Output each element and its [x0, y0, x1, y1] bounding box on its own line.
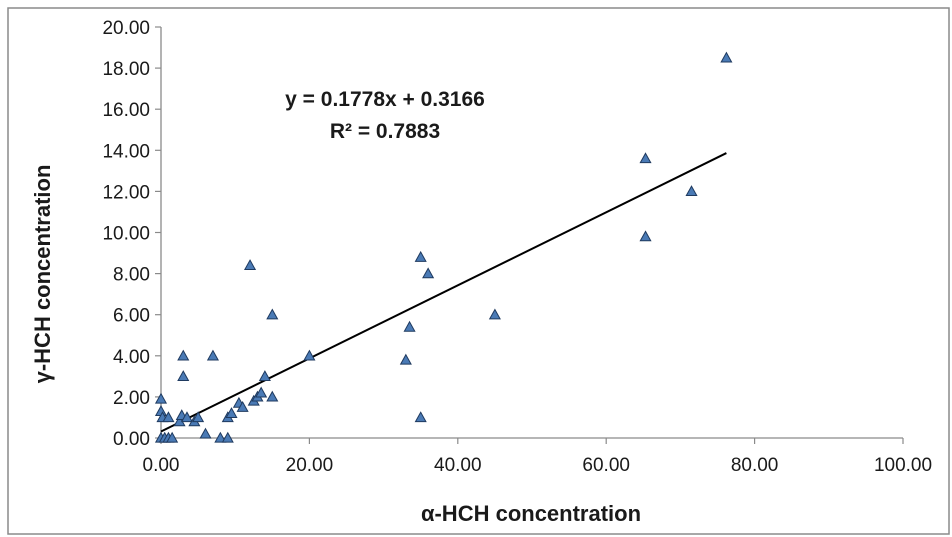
data-point [639, 152, 652, 164]
data-point [192, 411, 205, 423]
data-point [720, 51, 733, 63]
data-point [243, 259, 257, 271]
x-tick-label: 20.00 [286, 455, 334, 476]
data-point [399, 353, 412, 365]
data-point [225, 407, 238, 418]
data-point [488, 308, 501, 320]
y-tick-label: 14.00 [102, 141, 150, 162]
y-tick-label: 4.00 [113, 347, 150, 368]
data-point [303, 349, 316, 361]
axes: 0.00 2.00 4.00 6.00 8.00 10.00 12.00 14.00 16.00… [102, 18, 932, 476]
trendline [160, 152, 727, 433]
trendline-group [160, 152, 727, 433]
data-points [154, 51, 733, 443]
data-point [266, 308, 279, 320]
y-tick-label: 8.00 [113, 265, 150, 286]
y-axis-title: γ-HCH concentration [30, 165, 55, 384]
data-point [414, 250, 427, 262]
y-tick-label: 12.00 [102, 182, 150, 203]
trendline-equation: y = 0.1778x + 0.3166 [285, 88, 485, 111]
y-tick-label: 18.00 [102, 59, 150, 80]
chart-border [7, 7, 950, 535]
data-point [258, 370, 271, 382]
data-point [162, 411, 175, 423]
x-tick-label: 60.00 [582, 455, 630, 476]
data-point [414, 411, 427, 423]
y-tick-label: 20.00 [102, 18, 150, 39]
y-tick-label: 10.00 [102, 224, 150, 245]
data-point [266, 390, 279, 402]
data-point [199, 427, 212, 439]
data-point [166, 431, 179, 443]
data-point [180, 411, 194, 423]
data-point [214, 431, 227, 443]
data-point [403, 320, 416, 332]
y-tick-label: 2.00 [113, 388, 150, 409]
x-tick-label: 80.00 [731, 455, 779, 476]
y-tick-label: 6.00 [113, 306, 150, 327]
data-point [154, 392, 168, 404]
x-tick-label: 0.00 [143, 455, 180, 476]
data-point [255, 386, 268, 398]
data-point [177, 370, 190, 382]
data-point [177, 349, 190, 361]
r-squared-label: R² = 0.7883 [330, 120, 440, 143]
x-tick-label: 40.00 [434, 455, 482, 476]
data-point [206, 349, 219, 361]
data-point [685, 185, 698, 197]
y-tick-label: 0.00 [113, 429, 150, 450]
data-point [422, 267, 435, 279]
data-point [236, 400, 249, 412]
data-point [221, 431, 234, 443]
x-axis-title: α-HCH concentration [421, 501, 641, 526]
x-tick-label: 100.00 [874, 455, 932, 476]
data-point [639, 230, 652, 242]
y-tick-label: 16.00 [102, 100, 150, 121]
